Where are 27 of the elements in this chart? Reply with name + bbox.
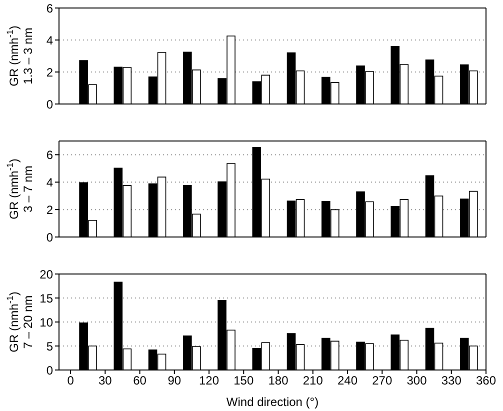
x-tick-label: 150 <box>234 374 254 388</box>
x-tick-label: 120 <box>199 374 220 388</box>
y-tick-label: 15 <box>40 291 54 306</box>
x-tick-label: 270 <box>372 374 392 388</box>
x-axis-title: Wind direction (°) <box>226 395 319 409</box>
y-tick-label: 4 <box>46 175 54 190</box>
x-tick-label: 360 <box>476 374 496 388</box>
x-tick-label: 0 <box>67 374 74 388</box>
x-tick-label: 30 <box>98 374 112 388</box>
x-tick-label: 90 <box>168 374 182 388</box>
y-tick-label: 6 <box>46 1 54 16</box>
y-tick-label: 4 <box>46 33 54 48</box>
y-tick-label: 5 <box>46 339 54 354</box>
x-tick-label: 180 <box>268 374 289 388</box>
y-tick-label: 20 <box>40 267 54 282</box>
y-tick-label: 0 <box>46 363 54 378</box>
y-tick-label: 10 <box>40 315 54 330</box>
x-tick-label: 240 <box>338 374 358 388</box>
y-tick-label: 0 <box>46 97 54 112</box>
y-tick-label: 2 <box>46 65 54 80</box>
x-tick-label: 60 <box>133 374 147 388</box>
y-tick-label: 0 <box>46 230 54 244</box>
y-tick-label: 2 <box>46 202 54 217</box>
x-tick-label: 330 <box>441 374 462 388</box>
x-tick-label: 300 <box>406 374 428 388</box>
x-tick-label: 210 <box>302 374 324 388</box>
y-tick-label: 6 <box>46 148 54 162</box>
